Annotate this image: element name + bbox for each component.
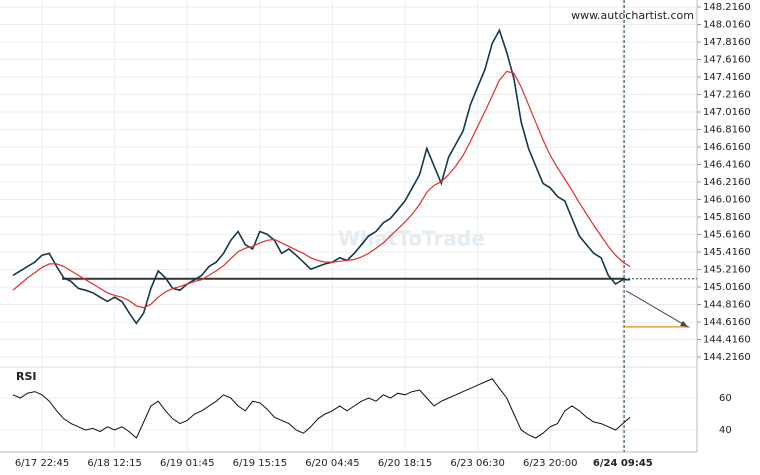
y-tick-label: 147.2160 <box>703 90 751 101</box>
y-tick-label: 148.2160 <box>703 2 751 13</box>
y-tick-label: 144.8160 <box>703 300 751 311</box>
y-tick-label: 145.6160 <box>703 230 751 241</box>
y-tick-label: 145.2160 <box>703 265 751 276</box>
y-tick-label: 147.8160 <box>703 37 751 48</box>
series-line <box>12 70 631 309</box>
series-line <box>12 28 631 325</box>
watermark: WhatToTrade <box>338 227 485 251</box>
y-tick-label: 147.0160 <box>703 107 751 118</box>
x-tick-label: 6/19 01:45 <box>160 458 214 469</box>
y-tick-label: 144.4160 <box>703 335 751 346</box>
rsi-tick-label: 40 <box>719 425 732 436</box>
y-tick-label: 147.6160 <box>703 55 751 66</box>
y-tick-label: 146.6160 <box>703 142 751 153</box>
y-tick-label: 144.6160 <box>703 317 751 328</box>
y-tick-label: 145.8160 <box>703 212 751 223</box>
forecast-arrow <box>625 290 689 328</box>
y-tick-label: 147.4160 <box>703 72 751 83</box>
y-tick-label: 146.4160 <box>703 160 751 171</box>
x-tick-label: 6/20 18:15 <box>378 458 432 469</box>
x-tick-label: 6/23 20:00 <box>523 458 577 469</box>
x-tick-label: 6/17 22:45 <box>15 458 69 469</box>
x-tick-label: 6/24 09:45 <box>593 458 653 469</box>
x-tick-label: 6/18 12:15 <box>87 458 141 469</box>
rsi-line <box>12 378 631 439</box>
y-tick-label: 144.2160 <box>703 352 751 363</box>
y-tick-label: 146.0160 <box>703 195 751 206</box>
source-label: www.autochartist.com <box>571 9 694 22</box>
y-tick-label: 145.0160 <box>703 282 751 293</box>
rsi-tick-label: 60 <box>719 393 732 404</box>
x-tick-label: 6/20 04:45 <box>305 458 359 469</box>
y-tick-label: 145.4160 <box>703 247 751 258</box>
rsi-title: RSI <box>16 370 37 383</box>
x-tick-label: 6/19 15:15 <box>233 458 287 469</box>
y-tick-label: 146.2160 <box>703 177 751 188</box>
arrow-head <box>680 320 688 327</box>
y-tick-label: 148.0160 <box>703 20 751 31</box>
x-tick-label: 6/23 06:30 <box>450 458 504 469</box>
y-tick-label: 146.8160 <box>703 125 751 136</box>
